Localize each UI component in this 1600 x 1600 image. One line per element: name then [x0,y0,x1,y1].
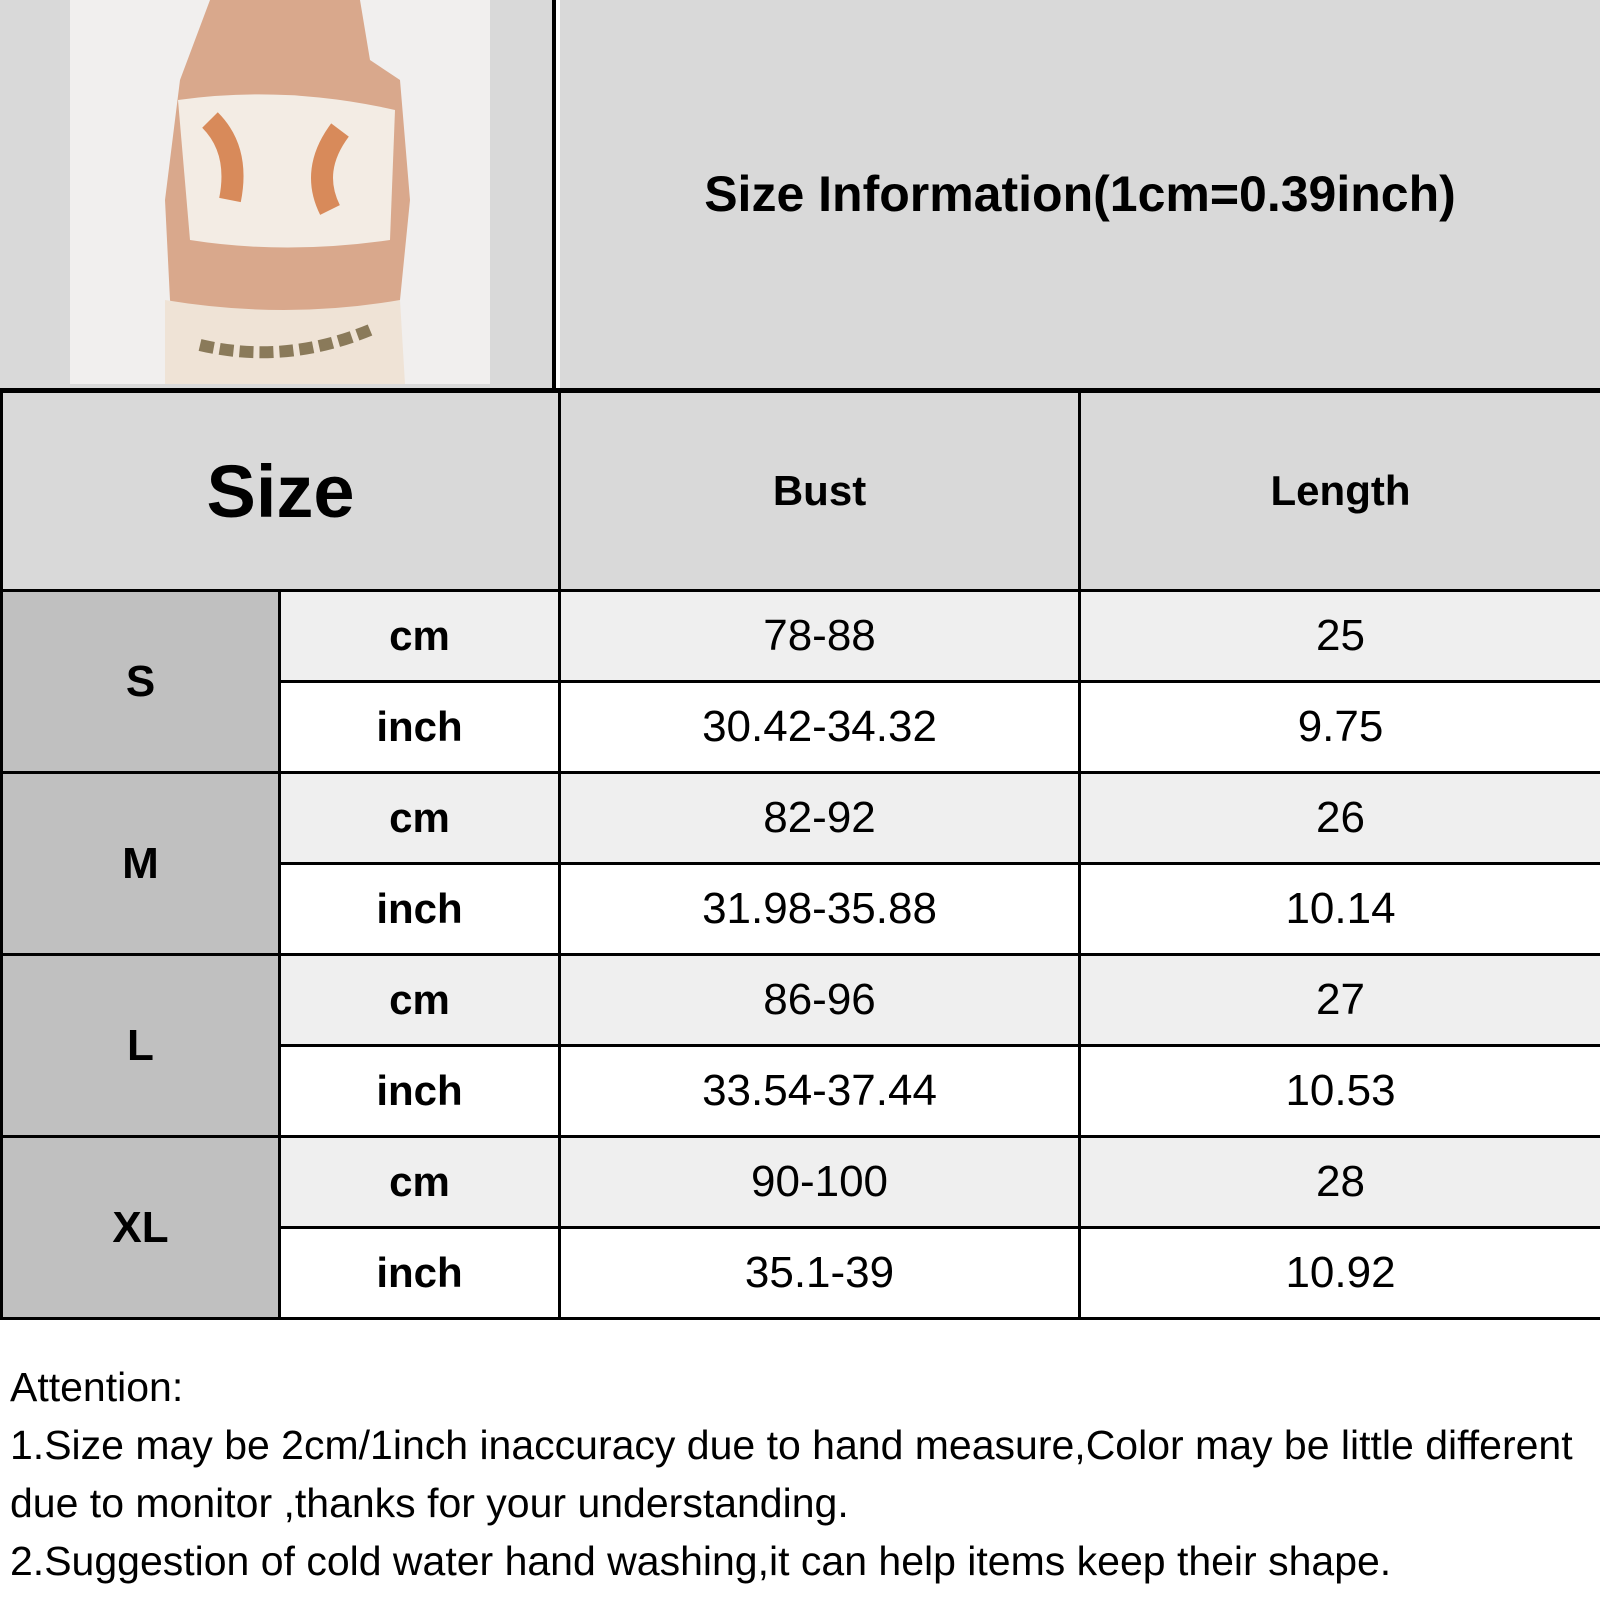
size-label: XL [0,1135,281,1320]
bust-cell: 33.54-37.44 [558,1044,1082,1138]
attention-heading: Attention: [10,1364,184,1410]
table-row: inch 35.1-39 10.92 [2,1226,1600,1320]
attention-item: 1.Size may be 2cm/1inch inaccuracy due t… [10,1422,1573,1526]
product-photo [0,0,556,388]
unit-cell: cm [277,771,562,865]
unit-cell: cm [277,953,562,1047]
length-cell: 10.92 [1078,1226,1600,1320]
length-cell: 26 [1078,771,1600,865]
unit-cell: cm [277,1135,562,1229]
length-cell: 27 [1078,953,1600,1047]
header-bust: Bust [558,390,1082,592]
unit-cell: cm [277,589,562,683]
length-cell: 9.75 [1078,680,1600,774]
header-row: Size Bust Length [0,390,1600,592]
model-image [70,0,490,384]
size-label: M [0,771,281,956]
size-info-title: Size Information(1cm=0.39inch) [560,0,1600,388]
unit-cell: inch [277,1226,562,1320]
header-size: Size [0,390,562,592]
table-row: inch 33.54-37.44 10.53 [2,1044,1600,1138]
length-cell: 10.53 [1078,1044,1600,1138]
unit-cell: inch [277,1044,562,1138]
length-cell: 25 [1078,589,1600,683]
top-section: Size Information(1cm=0.39inch) [0,0,1600,392]
attention-note: Attention: 1.Size may be 2cm/1inch inacc… [10,1358,1590,1590]
size-label: S [0,589,281,774]
unit-cell: inch [277,680,562,774]
header-length: Length [1078,390,1600,592]
bust-cell: 35.1-39 [558,1226,1082,1320]
size-label: L [0,953,281,1138]
table-row: inch 31.98-35.88 10.14 [2,862,1600,956]
table-row: XL cm 90-100 28 [0,1135,1600,1320]
length-cell: 10.14 [1078,862,1600,956]
bust-cell: 86-96 [558,953,1082,1047]
bust-cell: 30.42-34.32 [558,680,1082,774]
bust-cell: 78-88 [558,589,1082,683]
bust-cell: 82-92 [558,771,1082,865]
attention-item: 2.Suggestion of cold water hand washing,… [10,1538,1392,1584]
table-row: inch 30.42-34.32 9.75 [2,680,1600,774]
bust-cell: 90-100 [558,1135,1082,1229]
bust-cell: 31.98-35.88 [558,862,1082,956]
length-cell: 28 [1078,1135,1600,1229]
unit-cell: inch [277,862,562,956]
title-text: Size Information(1cm=0.39inch) [704,166,1456,222]
